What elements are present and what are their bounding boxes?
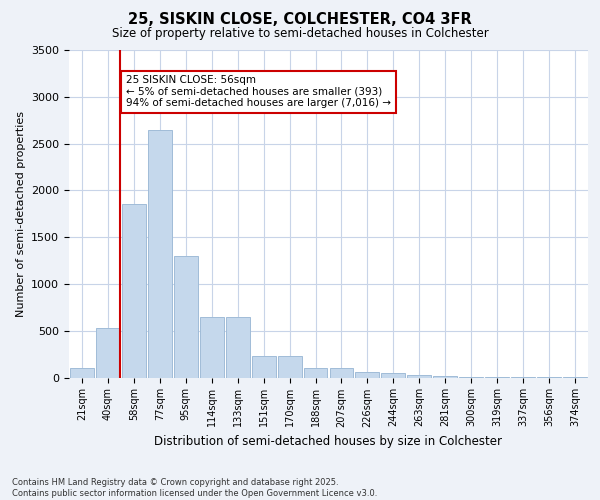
Bar [122,204,146,378]
Bar [329,368,353,378]
Text: Contains HM Land Registry data © Crown copyright and database right 2025.
Contai: Contains HM Land Registry data © Crown c… [12,478,377,498]
X-axis label: Distribution of semi-detached houses by size in Colchester: Distribution of semi-detached houses by … [155,435,503,448]
Bar [355,372,379,378]
Text: Size of property relative to semi-detached houses in Colchester: Size of property relative to semi-detach… [112,28,488,40]
Bar [70,368,94,378]
Bar [251,356,275,378]
Bar [200,316,224,378]
Bar [407,374,431,378]
Bar [304,368,328,378]
Text: 25 SISKIN CLOSE: 56sqm
← 5% of semi-detached houses are smaller (393)
94% of sem: 25 SISKIN CLOSE: 56sqm ← 5% of semi-deta… [126,76,391,108]
Bar [278,356,302,378]
Bar [226,316,250,378]
Text: 25, SISKIN CLOSE, COLCHESTER, CO4 3FR: 25, SISKIN CLOSE, COLCHESTER, CO4 3FR [128,12,472,28]
Bar [459,376,483,378]
Bar [96,328,120,378]
Bar [174,256,198,378]
Bar [433,376,457,378]
Y-axis label: Number of semi-detached properties: Number of semi-detached properties [16,111,26,317]
Bar [382,373,406,378]
Bar [148,130,172,378]
